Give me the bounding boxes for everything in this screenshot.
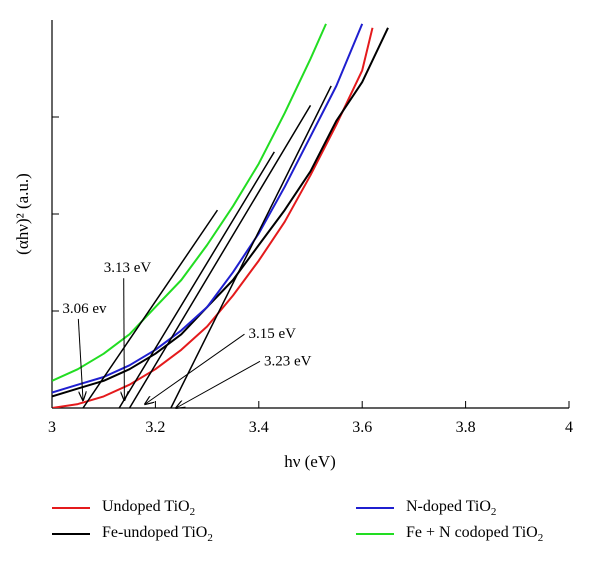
annotation-arrow-1 (124, 278, 125, 400)
annotation-label-3: 3.23 eV (264, 353, 312, 369)
annotation-label-2: 3.15 eV (248, 326, 296, 342)
tangent-line-2 (128, 104, 312, 408)
series-layer (52, 23, 389, 408)
legend-item-undoped: Undoped TiO2 (52, 498, 195, 518)
legend-swatch-fe-undoped (52, 533, 90, 536)
legend-swatch-n-doped (356, 507, 394, 510)
y-axis-label: (αhν)² (a.u.) (13, 173, 32, 255)
tangent-layer (82, 85, 332, 408)
x-tick-label-5: 4 (565, 419, 573, 436)
x-axis-label: hν (eV) (284, 452, 336, 471)
axes (51, 20, 569, 409)
x-tick-label-1: 3.2 (145, 419, 165, 436)
tangent-line-3 (170, 85, 332, 408)
legend-label-codoped: Fe + N codoped TiO (406, 524, 538, 541)
x-tick-label-3: 3.6 (352, 419, 372, 436)
series-line-1 (52, 27, 389, 398)
tangent-line-1 (118, 151, 275, 408)
legend-item-fe-undoped: Fe-undoped TiO2 (52, 524, 213, 544)
legend-label-fe-undoped: Fe-undoped TiO (102, 524, 208, 541)
legend-swatch-undoped (52, 507, 90, 510)
x-tick-label-2: 3.4 (249, 419, 269, 436)
legend-label-n-doped: N-doped TiO (406, 498, 491, 515)
x-tick-label-0: 3 (48, 419, 56, 436)
annotation-layer: 3.06 ev 3.13 eV 3.15 eV 3.23 eV (62, 260, 312, 408)
series-line-2 (52, 23, 364, 394)
annotation-label-1: 3.13 eV (104, 260, 152, 276)
annotation-arrow-3 (176, 360, 261, 408)
x-tick-label-4: 3.8 (456, 419, 476, 436)
series-line-0 (52, 27, 374, 408)
tangent-line-0 (82, 209, 219, 408)
legend-sub-codoped: 2 (537, 532, 544, 545)
legend-sub-undoped: 2 (189, 506, 196, 519)
legend-item-codoped: Fe + N codoped TiO2 (356, 524, 543, 544)
legend-swatch-codoped (356, 533, 394, 536)
series-line-3 (52, 23, 327, 382)
annotation-arrow-0 (77, 318, 83, 400)
legend-item-n-doped: N-doped TiO2 (356, 498, 496, 518)
legend-sub-fe-undoped: 2 (207, 532, 213, 545)
annotation-arrow-2 (145, 333, 245, 404)
legend-sub-n-doped: 2 (490, 506, 497, 519)
legend-label-undoped: Undoped TiO (102, 498, 190, 515)
tick-layer: 3 3.2 3.4 3.6 3.8 4 (48, 116, 573, 436)
annotation-label-0: 3.06 ev (62, 301, 107, 317)
